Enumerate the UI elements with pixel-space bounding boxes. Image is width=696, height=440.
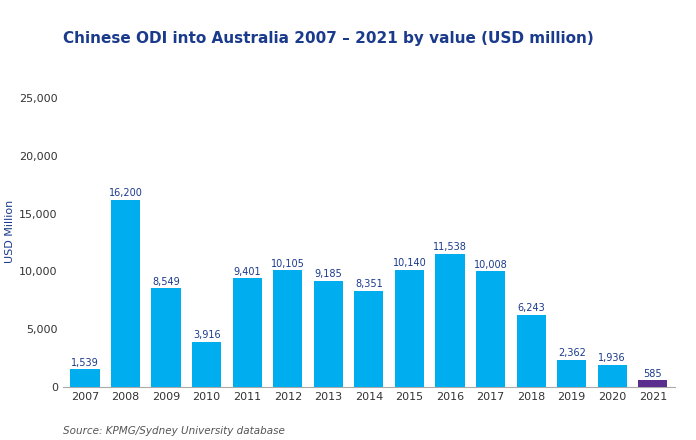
- Bar: [314, 281, 343, 387]
- Bar: [436, 254, 465, 387]
- Bar: [598, 365, 627, 387]
- Y-axis label: USD Million: USD Million: [5, 199, 15, 263]
- Text: 9,401: 9,401: [233, 267, 261, 277]
- Bar: [557, 360, 586, 387]
- Bar: [152, 288, 181, 387]
- Bar: [192, 342, 221, 387]
- Text: 1,539: 1,539: [71, 358, 99, 368]
- Text: 8,549: 8,549: [152, 277, 180, 286]
- Bar: [516, 315, 546, 387]
- Bar: [638, 381, 667, 387]
- Text: 6,243: 6,243: [517, 303, 545, 313]
- Bar: [476, 271, 505, 387]
- Text: 3,916: 3,916: [193, 330, 221, 340]
- Text: 11,538: 11,538: [433, 242, 467, 252]
- Bar: [354, 290, 383, 387]
- Bar: [70, 370, 100, 387]
- Text: 10,105: 10,105: [271, 259, 305, 268]
- Text: 8,351: 8,351: [355, 279, 383, 289]
- Bar: [395, 270, 424, 387]
- Text: Source: KPMG/Sydney University database: Source: KPMG/Sydney University database: [63, 425, 285, 436]
- Text: 1,936: 1,936: [599, 353, 626, 363]
- Bar: [111, 200, 140, 387]
- Text: 16,200: 16,200: [109, 188, 143, 198]
- Text: 585: 585: [644, 369, 662, 379]
- Bar: [273, 270, 302, 387]
- Bar: [232, 279, 262, 387]
- Text: 2,362: 2,362: [557, 348, 585, 358]
- Text: 9,185: 9,185: [315, 269, 342, 279]
- Text: 10,140: 10,140: [393, 258, 427, 268]
- Text: 10,008: 10,008: [474, 260, 507, 270]
- Text: Chinese ODI into Australia 2007 – 2021 by value (USD million): Chinese ODI into Australia 2007 – 2021 b…: [63, 31, 594, 46]
